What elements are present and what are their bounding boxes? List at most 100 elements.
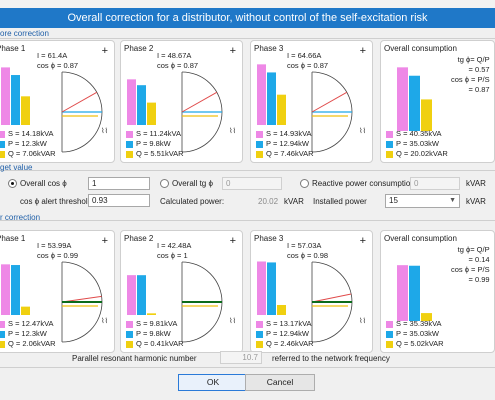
- capacitor-icon: ⌇⌇: [101, 128, 108, 135]
- cos-alert-input[interactable]: 0.93: [88, 194, 150, 207]
- legend-swatch-p: [0, 140, 5, 148]
- legend-text-s: S = 40.35kVA: [396, 129, 442, 138]
- legend-swatch-q: [126, 150, 133, 158]
- harmonic-value: 10.7: [220, 351, 262, 364]
- phasor-diagram: [61, 71, 103, 153]
- window-top-strip: [0, 0, 495, 8]
- capacitor-icon: ⌇⌇: [229, 128, 236, 135]
- add-icon[interactable]: +: [229, 45, 236, 57]
- phase-metrics: I = 42.48A cos ϕ = 1: [157, 241, 191, 261]
- overall-title: Overall consumption: [384, 44, 457, 53]
- legend-row-q: Q = 2.46kVAR: [256, 339, 314, 349]
- legend-text-p: P = 9.8kW: [136, 139, 171, 148]
- legend-text-q: Q = 5.51kVAR: [136, 149, 184, 158]
- bar-q: [147, 313, 156, 315]
- capacitor-icon: ⌇⌇: [359, 318, 366, 325]
- legend-text-p: P = 12.94kW: [266, 139, 310, 148]
- legend-row-q: Q = 7.46kVAR: [256, 149, 314, 159]
- divider: [0, 367, 495, 368]
- bar-q: [277, 305, 286, 315]
- legend-swatch-s: [0, 320, 5, 328]
- phasor-diagram: [181, 71, 223, 153]
- overall-tg-radio[interactable]: [160, 179, 169, 188]
- legend-row-s: S = 9.81kVA: [126, 319, 184, 329]
- legend-text-s: S = 14.18kVA: [8, 129, 54, 138]
- current-value: I = 64.66A: [287, 51, 322, 60]
- bar-p: [137, 275, 146, 315]
- power-bars: [1, 67, 30, 125]
- current-value: I = 61.4A: [37, 51, 68, 60]
- bar-p: [267, 72, 276, 125]
- legend-row-s: S = 35.39kVA: [386, 319, 444, 329]
- reactive-power-radio[interactable]: [300, 179, 309, 188]
- legend-text-q: Q = 5.02kVAR: [396, 339, 444, 348]
- capacitor-icon: ⌇⌇: [101, 318, 108, 325]
- phase-title: Phase 1: [0, 234, 26, 243]
- overall-cos-radio[interactable]: [8, 179, 17, 188]
- harmonic-label: Parallel resonant harmonic number: [72, 354, 197, 363]
- legend-row-s: S = 11.24kVA: [126, 129, 184, 139]
- installed-power-select[interactable]: 15 ▼: [385, 194, 460, 208]
- before-section-label: ore correction: [0, 29, 49, 38]
- target-section-label: get value: [0, 163, 33, 172]
- bar-s: [257, 64, 266, 125]
- legend-row-s: S = 14.18kVA: [0, 129, 56, 139]
- bar-p: [409, 75, 420, 131]
- reactive-power-label: Reactive power consumption: [312, 179, 415, 188]
- phasor-diagram: [311, 71, 353, 153]
- bar-s: [397, 265, 408, 321]
- reactive-power-input[interactable]: 0: [410, 177, 460, 190]
- overall-panel: Overall consumption tg ϕ= Q/P = 0.57 cos ϕ …: [380, 40, 495, 163]
- legend-text-p: P = 12.3kW: [8, 139, 47, 148]
- bar-s: [127, 275, 136, 315]
- legend-row-s: S = 12.47kVA: [0, 319, 56, 329]
- divider: [0, 38, 495, 39]
- legend-swatch-s: [126, 130, 133, 138]
- current-value: I = 57.03A: [287, 241, 322, 250]
- vector-s: [311, 293, 352, 303]
- legend-row-q: Q = 7.06kVAR: [0, 149, 56, 159]
- ok-button[interactable]: OK: [178, 374, 248, 391]
- phase-title: Phase 3: [254, 44, 284, 53]
- tg-phi-label: tg ϕ= Q/P: [457, 55, 490, 64]
- legend-swatch-p: [126, 330, 133, 338]
- cos-phi-value: cos ϕ = 0.87: [287, 61, 329, 70]
- legend-swatch-s: [256, 320, 263, 328]
- add-icon[interactable]: +: [101, 45, 108, 57]
- phase-title: Phase 1: [0, 44, 26, 53]
- power-bars: [397, 67, 432, 131]
- bar-s: [127, 79, 136, 125]
- add-icon[interactable]: +: [359, 45, 366, 57]
- bar-s: [1, 67, 10, 125]
- overall-cos-label: Overall cos ϕ: [20, 179, 67, 188]
- add-icon[interactable]: +: [101, 235, 108, 247]
- vector-s: [181, 91, 218, 113]
- legend-text-s: S = 9.81kVA: [136, 319, 178, 328]
- phase-title: Phase 3: [254, 234, 284, 243]
- current-value: I = 42.48A: [157, 241, 192, 250]
- phase-title: Phase 2: [124, 44, 154, 53]
- cos-phi-value: cos ϕ = 0.87: [37, 61, 79, 70]
- legend-text-s: S = 35.39kVA: [396, 319, 442, 328]
- overall-metrics: tg ϕ= Q/P = 0.57 cos ϕ = P/S = 0.87: [451, 55, 490, 95]
- overall-cos-input[interactable]: 1: [88, 177, 150, 190]
- calculated-power-value: 20.02: [258, 197, 279, 206]
- divider: [0, 220, 495, 221]
- tg-phi-value: = 0.14: [468, 255, 490, 264]
- legend-text-p: P = 12.3kW: [8, 329, 47, 338]
- legend-row-q: Q = 5.02kVAR: [386, 339, 444, 349]
- overall-title: Overall consumption: [384, 234, 457, 243]
- legend-row-p: P = 9.8kW: [126, 139, 184, 149]
- cancel-button[interactable]: Cancel: [245, 374, 315, 391]
- legend-row-s: S = 40.35kVA: [386, 129, 448, 139]
- legend-row-p: P = 12.94kW: [256, 139, 314, 149]
- installed-power-label: Installed power: [313, 197, 367, 206]
- overall-tg-input[interactable]: 0: [222, 177, 282, 190]
- add-icon[interactable]: +: [359, 235, 366, 247]
- cos-phi-value: cos ϕ = 0.99: [37, 251, 79, 260]
- legend-text-q: Q = 2.06kVAR: [8, 339, 56, 348]
- add-icon[interactable]: +: [229, 235, 236, 247]
